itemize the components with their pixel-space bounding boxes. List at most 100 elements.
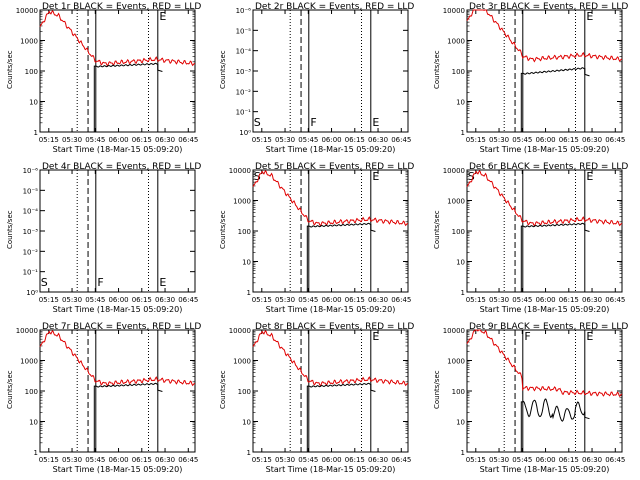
plot-frame	[252, 169, 409, 293]
y-tick-label: 10	[456, 259, 465, 267]
x-tick-label: 06:45	[605, 136, 625, 144]
x-tick-label: 06:00	[321, 136, 341, 144]
y-tick-label: 1000	[233, 198, 251, 206]
plot-frame	[466, 169, 623, 293]
x-tick-label: 06:00	[535, 456, 555, 464]
y-axis-label: Counts/sec	[219, 210, 227, 249]
x-tick-label: 06:45	[178, 456, 198, 464]
panel-title: Det 9r BLACK = Events, RED = LLD	[469, 322, 628, 332]
x-tick-label: 05:30	[275, 456, 295, 464]
x-tick-label: 06:15	[559, 136, 579, 144]
x-tick-label: 05:45	[298, 456, 318, 464]
x-tick-label: 06:45	[391, 456, 411, 464]
x-tick-label: 05:30	[275, 136, 295, 144]
events-series-line	[93, 62, 163, 132]
panel-title: Det 6r BLACK = Events, RED = LLD	[469, 162, 628, 172]
x-tick-label: 05:15	[466, 296, 486, 304]
plot-frame	[39, 329, 196, 453]
y-axis-label: Counts/sec	[219, 50, 227, 89]
x-tick-label: 05:45	[512, 296, 532, 304]
lld-series-line	[466, 9, 622, 63]
panel-title: Det 3r BLACK = Events, RED = LLD	[469, 2, 628, 12]
y-tick-label: 1000	[447, 38, 465, 46]
x-tick-label: 05:30	[489, 136, 509, 144]
y-tick-label: 10	[242, 419, 251, 427]
x-tick-label: 05:30	[275, 296, 295, 304]
y-tick-label: 10⁻³	[23, 228, 39, 236]
x-tick-label: 06:00	[321, 296, 341, 304]
y-axis-label: Counts/sec	[6, 50, 14, 89]
y-tick-label: 10⁻³	[236, 68, 252, 76]
segment-marker: F	[97, 276, 103, 289]
x-tick-label: 06:45	[605, 456, 625, 464]
y-tick-label: 10000	[229, 327, 251, 335]
y-axis-label: Counts/sec	[433, 210, 441, 249]
x-tick-label: 05:45	[85, 296, 105, 304]
x-tick-label: 05:15	[39, 296, 59, 304]
x-tick-label: 05:15	[466, 456, 486, 464]
y-tick-label: 1	[461, 289, 465, 297]
segment-marker: E	[372, 330, 379, 343]
x-tick-label: 05:15	[466, 136, 486, 144]
y-axis-label: Counts/sec	[219, 370, 227, 409]
segment-marker: S	[41, 276, 48, 289]
y-tick-label: 100	[238, 388, 251, 396]
x-tick-label: 05:45	[512, 456, 532, 464]
y-tick-label: 10	[29, 419, 38, 427]
detector-panel-2: Det 2r BLACK = Events, RED = LLD Counts/s…	[219, 2, 414, 154]
y-tick-label: 100	[452, 68, 465, 76]
segment-marker: E	[372, 170, 379, 183]
y-tick-label: 1000	[447, 198, 465, 206]
x-tick-label: 05:30	[489, 296, 509, 304]
y-tick-label: 10⁻²	[236, 88, 252, 96]
panel-title: Det 4r BLACK = Events, RED = LLD	[42, 162, 201, 172]
x-tick-label: 05:15	[252, 296, 272, 304]
events-series-line	[306, 222, 376, 292]
y-tick-label: 10000	[16, 327, 38, 335]
lld-series-line	[466, 169, 623, 227]
x-tick-label: 05:45	[85, 136, 105, 144]
x-tick-label: 05:30	[62, 136, 82, 144]
y-tick-label: 10000	[16, 7, 38, 15]
panel-title: Det 8r BLACK = Events, RED = LLD	[255, 322, 414, 332]
panel-title: Det 7r BLACK = Events, RED = LLD	[42, 322, 201, 332]
x-tick-label: 05:15	[252, 456, 272, 464]
segment-marker: S	[254, 116, 261, 129]
x-axis-label: Start Time (18-Mar-15 05:09:20)	[53, 465, 183, 474]
y-tick-label: 1	[247, 449, 251, 457]
plot-frame	[39, 169, 196, 293]
x-tick-label: 06:30	[582, 456, 602, 464]
lld-series-line	[466, 329, 622, 398]
y-tick-label: 1	[461, 449, 465, 457]
x-tick-label: 06:00	[108, 136, 128, 144]
events-series-line	[520, 222, 590, 292]
y-tick-label: 10⁰	[26, 289, 38, 297]
x-tick-label: 06:00	[321, 456, 341, 464]
x-tick-label: 06:30	[155, 456, 175, 464]
y-tick-label: 10	[242, 259, 251, 267]
x-tick-label: 06:30	[582, 296, 602, 304]
x-axis-label: Start Time (18-Mar-15 05:09:20)	[266, 305, 396, 314]
panel-title: Det 2r BLACK = Events, RED = LLD	[255, 2, 414, 12]
x-tick-label: 06:15	[132, 136, 152, 144]
plot-frame	[252, 329, 409, 453]
x-tick-label: 06:00	[535, 296, 555, 304]
detector-panel-9: Det 9r BLACK = Events, RED = LLD Counts/s…	[433, 322, 628, 474]
detector-panel-6: Det 6r BLACK = Events, RED = LLD Counts/s…	[433, 162, 628, 314]
y-tick-label: 10000	[443, 7, 465, 15]
x-axis-label: Start Time (18-Mar-15 05:09:20)	[480, 145, 610, 154]
segment-marker: E	[372, 116, 379, 129]
y-tick-label: 10⁻⁶	[23, 167, 39, 175]
x-tick-label: 06:30	[155, 296, 175, 304]
x-tick-label: 06:30	[155, 136, 175, 144]
segment-marker: F	[310, 116, 316, 129]
plot-frame	[466, 329, 623, 453]
y-axis-label: Counts/sec	[6, 210, 14, 249]
segment-marker: E	[586, 330, 593, 343]
x-tick-label: 06:45	[178, 296, 198, 304]
lld-series-line	[39, 329, 196, 387]
x-tick-label: 05:15	[252, 136, 272, 144]
y-tick-label: 10	[456, 99, 465, 107]
x-axis-label: Start Time (18-Mar-15 05:09:20)	[266, 465, 396, 474]
y-tick-label: 10000	[443, 327, 465, 335]
